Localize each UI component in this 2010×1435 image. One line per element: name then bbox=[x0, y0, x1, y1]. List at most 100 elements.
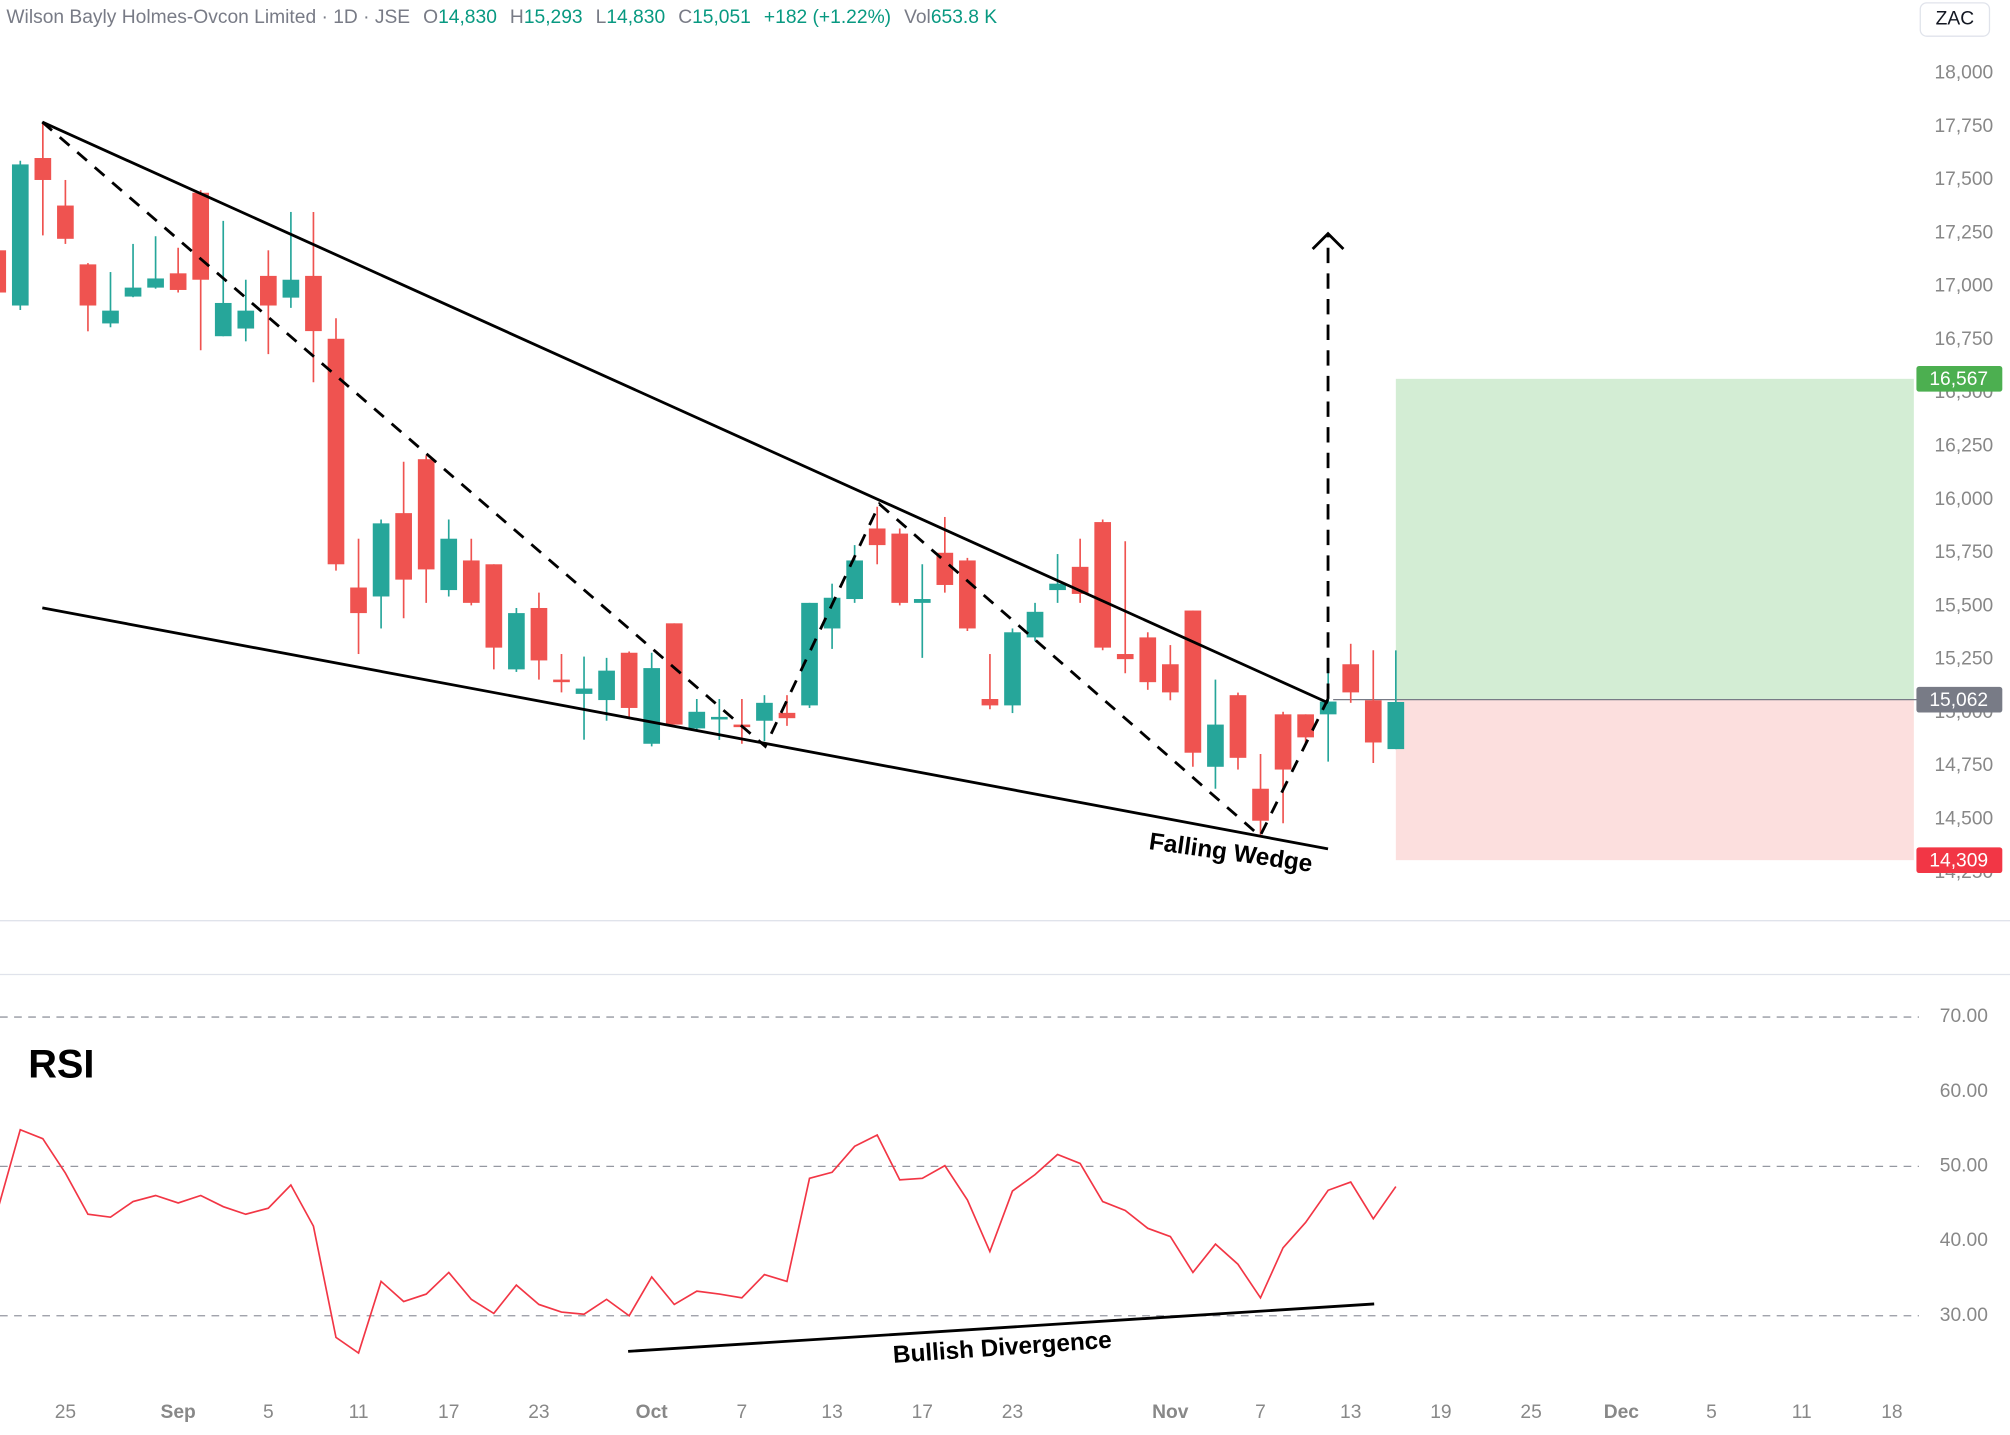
candle-body bbox=[440, 538, 458, 591]
wedge-lower-line bbox=[42, 606, 1329, 851]
wave-path bbox=[41, 120, 1330, 839]
change-value: +182 (+1.22%) bbox=[764, 7, 891, 28]
candle-body bbox=[214, 302, 232, 337]
x-tick-label: 25 bbox=[55, 1402, 76, 1423]
candle-body bbox=[462, 560, 480, 603]
price-tag-label: 14,309 bbox=[1929, 851, 1988, 872]
candle-body bbox=[0, 250, 7, 293]
ohlc-label: H bbox=[510, 7, 524, 28]
ohlc-label: L bbox=[596, 7, 607, 28]
marks-layer bbox=[0, 122, 1405, 1355]
wedge-upper-line bbox=[41, 120, 1329, 705]
y-tick-label: 16,250 bbox=[1934, 435, 1993, 456]
y-tick-label: 70.00 bbox=[1940, 1006, 1988, 1027]
x-tick-label: 7 bbox=[1255, 1402, 1266, 1423]
candle-body bbox=[598, 670, 615, 701]
x-tick-label: Nov bbox=[1152, 1402, 1189, 1423]
volume-value: 653.8 K bbox=[931, 7, 997, 28]
candle-body bbox=[1004, 632, 1021, 706]
candle-body bbox=[778, 712, 796, 719]
y-tick-label: 50.00 bbox=[1940, 1155, 1988, 1176]
candle-body bbox=[620, 652, 638, 708]
ohlc-value: 15,293 bbox=[524, 7, 583, 28]
y-tick-label: 17,750 bbox=[1934, 116, 1993, 137]
button-label[interactable]: ZAC bbox=[1936, 9, 1975, 30]
background-layer bbox=[0, 378, 1919, 1317]
x-tick-label: Oct bbox=[636, 1402, 669, 1423]
candle-body bbox=[530, 607, 548, 661]
candle-body bbox=[327, 338, 345, 565]
candle-body bbox=[192, 192, 210, 280]
ohlc-value: 14,830 bbox=[438, 7, 497, 28]
y-tick-label: 17,250 bbox=[1934, 222, 1993, 243]
stop-zone bbox=[1395, 699, 1914, 861]
candle-body bbox=[1297, 714, 1314, 738]
ohlc-label: C bbox=[678, 7, 692, 28]
candle-body bbox=[1116, 654, 1134, 660]
candle-body bbox=[417, 459, 435, 570]
candle-body bbox=[643, 668, 661, 744]
candle-body bbox=[756, 702, 773, 721]
candle-body bbox=[553, 679, 570, 683]
candle-body bbox=[102, 310, 119, 324]
y-tick-label: 30.00 bbox=[1940, 1305, 1988, 1326]
x-tick-label: 7 bbox=[737, 1402, 748, 1423]
x-tick-label: 17 bbox=[912, 1402, 933, 1423]
x-tick-label: 11 bbox=[1792, 1402, 1812, 1423]
candle-body bbox=[936, 552, 954, 585]
indicator-title: RSI bbox=[28, 1042, 94, 1086]
y-tick-label: 16,000 bbox=[1934, 489, 1993, 510]
candle-body bbox=[237, 310, 255, 329]
header-legend: Wilson Bayly Holmes-Ovcon Limited · 1D ·… bbox=[6, 7, 997, 28]
candle-body bbox=[665, 623, 683, 725]
candle-body bbox=[147, 278, 164, 288]
candle-body bbox=[1184, 610, 1202, 753]
ohlc-value: 15,051 bbox=[692, 7, 751, 28]
y-tick-label: 15,750 bbox=[1934, 542, 1993, 563]
candle-body bbox=[395, 513, 412, 580]
y-tick-label: 40.00 bbox=[1940, 1230, 1988, 1251]
candle-body bbox=[846, 560, 863, 600]
x-tick-label: 17 bbox=[438, 1402, 459, 1423]
candle-body bbox=[169, 273, 187, 290]
y-tick-label: 15,250 bbox=[1934, 649, 1993, 670]
drawings bbox=[41, 120, 1375, 1353]
candle-body bbox=[823, 597, 841, 629]
symbol-title: Wilson Bayly Holmes-Ovcon Limited · 1D ·… bbox=[6, 7, 410, 28]
price-tag bbox=[1916, 366, 2003, 392]
candle-body bbox=[1252, 788, 1269, 821]
x-tick-label: 25 bbox=[1520, 1402, 1541, 1423]
y-tick-label: 14,500 bbox=[1934, 809, 1993, 830]
y-tick-label: 60.00 bbox=[1940, 1081, 1988, 1102]
price-tag-label: 16,567 bbox=[1929, 369, 1988, 390]
candle-body bbox=[1207, 724, 1224, 767]
candle-body bbox=[485, 564, 503, 648]
candle-body bbox=[913, 599, 931, 603]
candle-body bbox=[1094, 522, 1112, 648]
candle-body bbox=[981, 698, 999, 706]
candle-body bbox=[959, 560, 976, 629]
candle-body bbox=[1364, 700, 1382, 743]
candle-body bbox=[11, 164, 29, 306]
candle-body bbox=[891, 533, 909, 603]
x-tick-label: 11 bbox=[349, 1402, 369, 1423]
target-arrow-head bbox=[1311, 231, 1345, 250]
candle-body bbox=[305, 275, 322, 332]
x-tick-label: Dec bbox=[1604, 1402, 1640, 1423]
candle-body bbox=[1049, 583, 1066, 591]
x-tick-label: 23 bbox=[1002, 1402, 1023, 1423]
x-tick-label: 18 bbox=[1881, 1402, 1902, 1423]
y-tick-label: 15,500 bbox=[1934, 595, 1993, 616]
y-tick-label: 16,750 bbox=[1934, 329, 1993, 350]
y-tick-label: 17,500 bbox=[1934, 169, 1993, 190]
candle-body bbox=[1026, 611, 1044, 638]
button-frame[interactable] bbox=[1919, 2, 1991, 37]
divergence-line bbox=[628, 1302, 1375, 1353]
ohlc-label: Vol bbox=[904, 7, 931, 28]
candle-body bbox=[34, 158, 52, 180]
candle-body bbox=[1162, 664, 1179, 693]
currency-button[interactable]: ZAC bbox=[1919, 2, 1991, 37]
candle-body bbox=[868, 528, 886, 546]
candle-body bbox=[1071, 566, 1089, 594]
